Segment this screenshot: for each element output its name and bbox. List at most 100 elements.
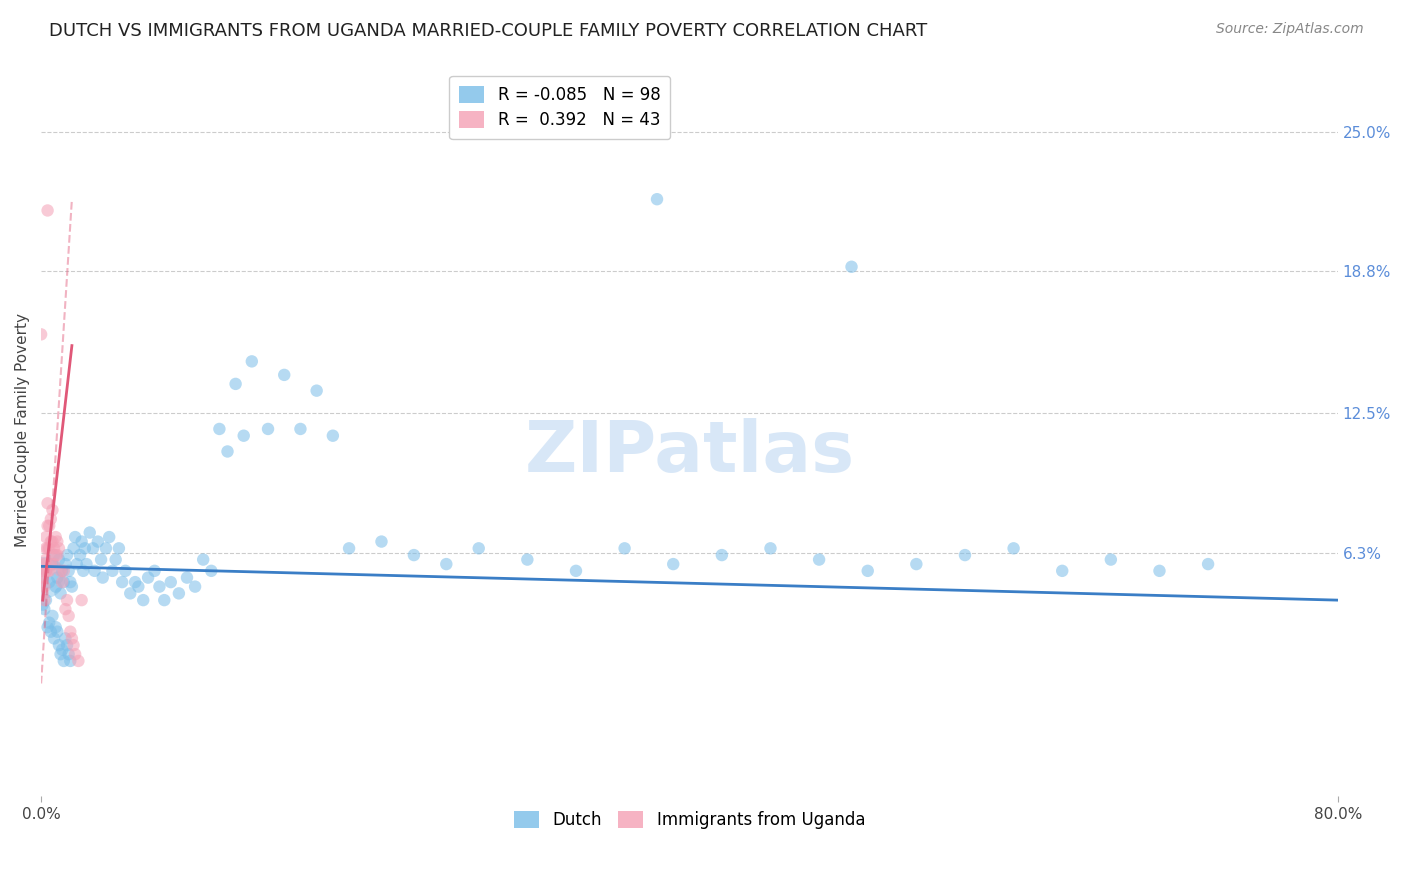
Point (101, 564, 124, 578)
Point (148, 580, 170, 594)
Point (37, 203, 59, 218)
Point (52, 564, 75, 578)
Point (41, 534, 63, 549)
Point (51, 575, 73, 590)
Point (49, 586, 72, 600)
Point (1050, 564, 1073, 578)
Point (49, 647, 72, 661)
Point (60, 632, 83, 646)
Point (41, 557, 63, 571)
Point (48, 638, 70, 652)
Point (55, 557, 77, 571)
Point (132, 593, 155, 607)
Point (60, 580, 83, 594)
Point (35, 552, 58, 566)
Text: DUTCH VS IMMIGRANTS FROM UGANDA MARRIED-COUPLE FAMILY POVERTY CORRELATION CHART: DUTCH VS IMMIGRANTS FROM UGANDA MARRIED-… (49, 22, 928, 40)
Point (35, 530, 58, 544)
Point (42, 557, 65, 571)
Point (70, 593, 93, 607)
Point (257, 422, 280, 436)
Point (83, 564, 105, 578)
Point (59, 575, 82, 590)
Point (1099, 552, 1122, 566)
Point (69, 548, 91, 562)
Point (35, 564, 58, 578)
Point (45, 580, 67, 594)
Point (31, 564, 53, 578)
Point (159, 575, 181, 590)
Point (225, 376, 247, 391)
Point (79, 525, 101, 540)
Point (759, 541, 782, 556)
Point (41, 608, 63, 623)
Point (38, 541, 60, 556)
Point (30, 327, 52, 342)
Point (120, 586, 142, 600)
Point (1197, 557, 1219, 571)
Point (45, 548, 67, 562)
Point (42, 548, 65, 562)
Point (48, 552, 70, 566)
Point (87, 534, 110, 549)
Point (34, 557, 56, 571)
Point (73, 541, 96, 556)
Point (111, 575, 134, 590)
Point (46, 624, 69, 639)
Point (176, 571, 198, 585)
Point (193, 552, 215, 566)
Point (114, 564, 136, 578)
Point (38, 575, 60, 590)
Point (39, 624, 62, 639)
Point (232, 428, 254, 442)
Point (42, 541, 65, 556)
Point (72, 564, 94, 578)
Point (38, 564, 60, 578)
Point (63, 647, 86, 661)
Point (31, 598, 53, 612)
Point (662, 557, 685, 571)
Point (337, 541, 360, 556)
Point (51, 564, 73, 578)
Point (104, 552, 127, 566)
Point (55, 602, 77, 616)
Point (136, 571, 159, 585)
Point (38, 518, 60, 533)
Point (35, 541, 58, 556)
Point (153, 593, 176, 607)
Point (59, 654, 82, 668)
Point (370, 534, 392, 549)
Point (82, 541, 104, 556)
Point (108, 541, 131, 556)
Point (37, 496, 59, 510)
Point (67, 654, 90, 668)
Point (37, 518, 59, 533)
Point (645, 192, 668, 206)
Point (66, 557, 89, 571)
Point (808, 552, 831, 566)
Point (45, 620, 67, 634)
Point (184, 580, 207, 594)
Point (90, 552, 112, 566)
Point (39, 512, 62, 526)
Point (58, 647, 80, 661)
Point (710, 548, 733, 562)
Point (76, 557, 98, 571)
Point (58, 608, 80, 623)
Point (565, 564, 588, 578)
Point (94, 541, 117, 556)
Point (217, 444, 239, 458)
Point (37, 541, 59, 556)
Point (46, 534, 69, 549)
Point (127, 580, 149, 594)
Y-axis label: Married-Couple Family Poverty: Married-Couple Family Poverty (15, 313, 30, 547)
Point (59, 624, 82, 639)
Point (55, 632, 77, 646)
Point (31, 571, 53, 585)
Point (322, 428, 344, 442)
Point (62, 638, 84, 652)
Point (34, 593, 56, 607)
Text: ZIPatlas: ZIPatlas (524, 417, 855, 486)
Point (62, 541, 84, 556)
Point (56, 548, 79, 562)
Point (240, 354, 263, 368)
